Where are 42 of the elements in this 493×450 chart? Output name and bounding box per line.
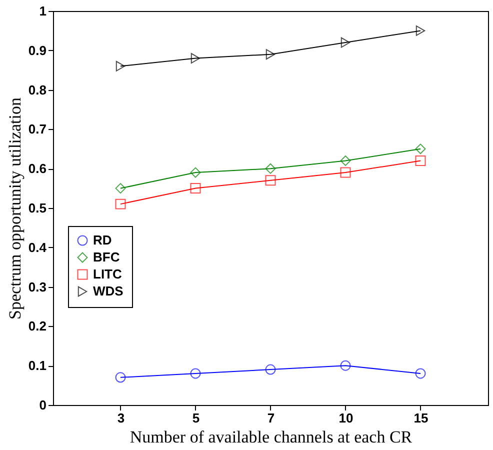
legend-label: BFC xyxy=(93,250,120,264)
x-tick-label: 10 xyxy=(338,410,354,426)
point xyxy=(115,198,126,210)
x-tick-label: 15 xyxy=(414,410,428,426)
point xyxy=(190,183,201,194)
point xyxy=(415,144,426,154)
point xyxy=(340,167,351,178)
legend-label: LITC xyxy=(93,266,122,282)
y-tick-label: 0.6 xyxy=(28,161,46,176)
point xyxy=(266,49,276,60)
point xyxy=(340,37,350,48)
y-axis-title: Spectrum opportunity utilization xyxy=(5,97,24,320)
point xyxy=(190,368,201,379)
point xyxy=(265,163,276,174)
point xyxy=(190,53,200,64)
y-tick-label: 0.1 xyxy=(28,358,46,374)
legend-label: RD xyxy=(93,232,112,248)
point xyxy=(265,175,276,186)
point xyxy=(190,167,201,178)
point xyxy=(340,155,351,166)
point xyxy=(415,155,426,166)
y-tick-label: 0.3 xyxy=(28,279,46,294)
x-tick-label: 3 xyxy=(117,410,125,426)
y-tick-label: 0 xyxy=(39,398,46,412)
y-tick-label: 0.7 xyxy=(28,122,46,137)
x-axis-title: Number of available channels at each CR xyxy=(130,428,413,446)
y-tick-label: 1 xyxy=(39,4,46,18)
point xyxy=(116,60,126,72)
point xyxy=(115,183,126,194)
point xyxy=(415,368,426,379)
y-tick-label: 0.5 xyxy=(28,200,46,216)
x-tick-label: 7 xyxy=(267,410,275,426)
x-tick-label: 5 xyxy=(192,410,200,426)
y-tick-label: 0.9 xyxy=(28,42,46,58)
y-tick-label: 0.2 xyxy=(28,318,46,334)
point xyxy=(265,364,276,375)
point xyxy=(416,25,426,36)
point xyxy=(340,360,351,371)
point xyxy=(115,372,126,383)
legend-label: WDS xyxy=(93,284,124,298)
y-tick-label: 0.8 xyxy=(28,82,46,98)
y-tick-label: 0.4 xyxy=(28,240,48,255)
